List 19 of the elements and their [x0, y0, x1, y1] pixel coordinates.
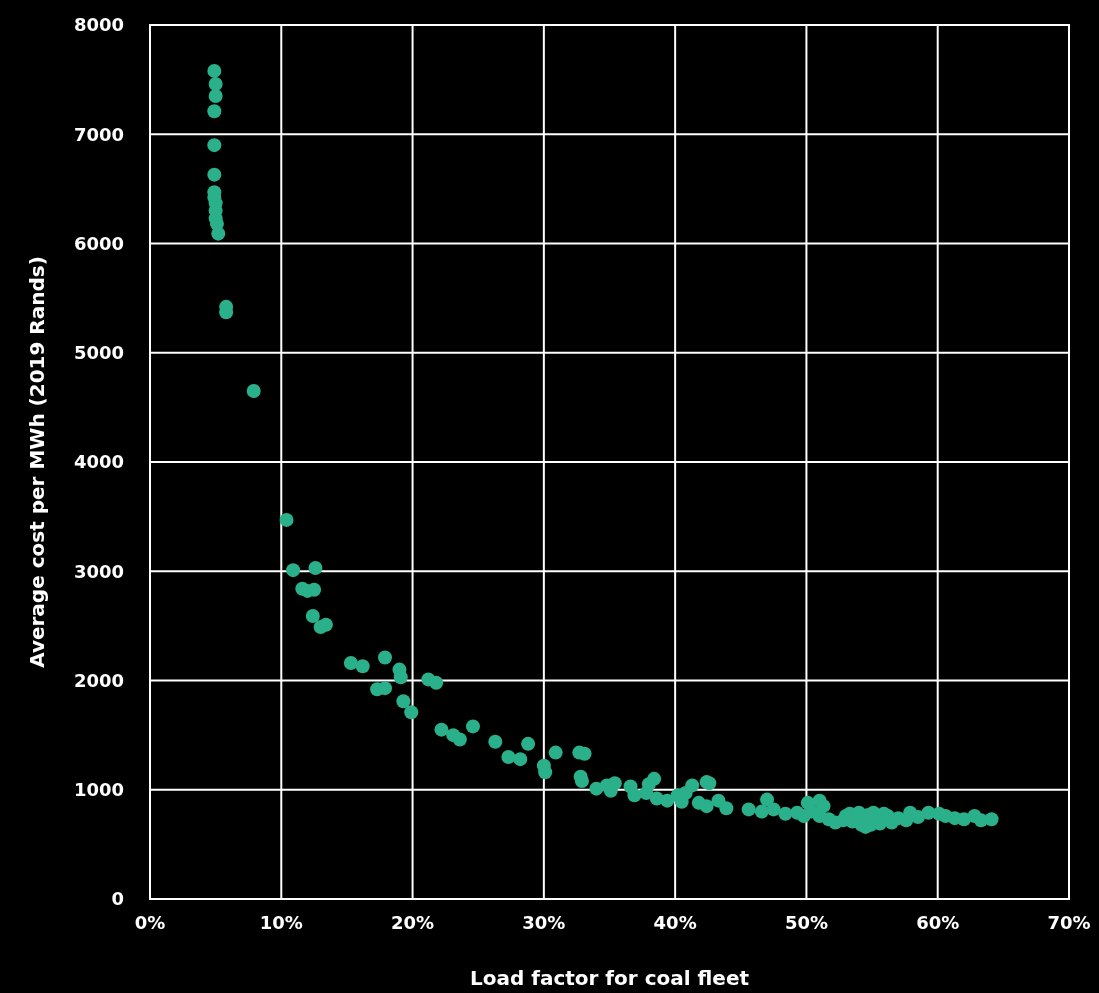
y-tick-label: 3000 — [73, 560, 124, 582]
x-axis-title: Load factor for coal fleet — [469, 966, 750, 990]
y-tick-label: 8000 — [73, 14, 124, 36]
x-tick-label: 30% — [522, 912, 566, 933]
y-tick-label: 4000 — [73, 451, 124, 473]
x-tick-label: 50% — [784, 912, 828, 933]
x-tick-label: 0% — [134, 912, 166, 933]
x-tick-label: 10% — [259, 912, 303, 933]
y-tick-label: 6000 — [73, 232, 124, 254]
y-axis-title: Average cost per MWh (2019 Rands) — [25, 256, 49, 668]
y-tick-label: 2000 — [73, 669, 124, 691]
x-tick-label: 70% — [1047, 912, 1091, 933]
x-tick-label: 40% — [653, 912, 697, 933]
y-tick-label: 1000 — [73, 779, 124, 801]
y-tick-label: 5000 — [73, 342, 124, 364]
y-tick-label: 7000 — [73, 123, 124, 145]
x-tick-label: 20% — [391, 912, 435, 933]
x-tick-label: 60% — [916, 912, 960, 933]
y-tick-label: 0 — [111, 888, 124, 910]
